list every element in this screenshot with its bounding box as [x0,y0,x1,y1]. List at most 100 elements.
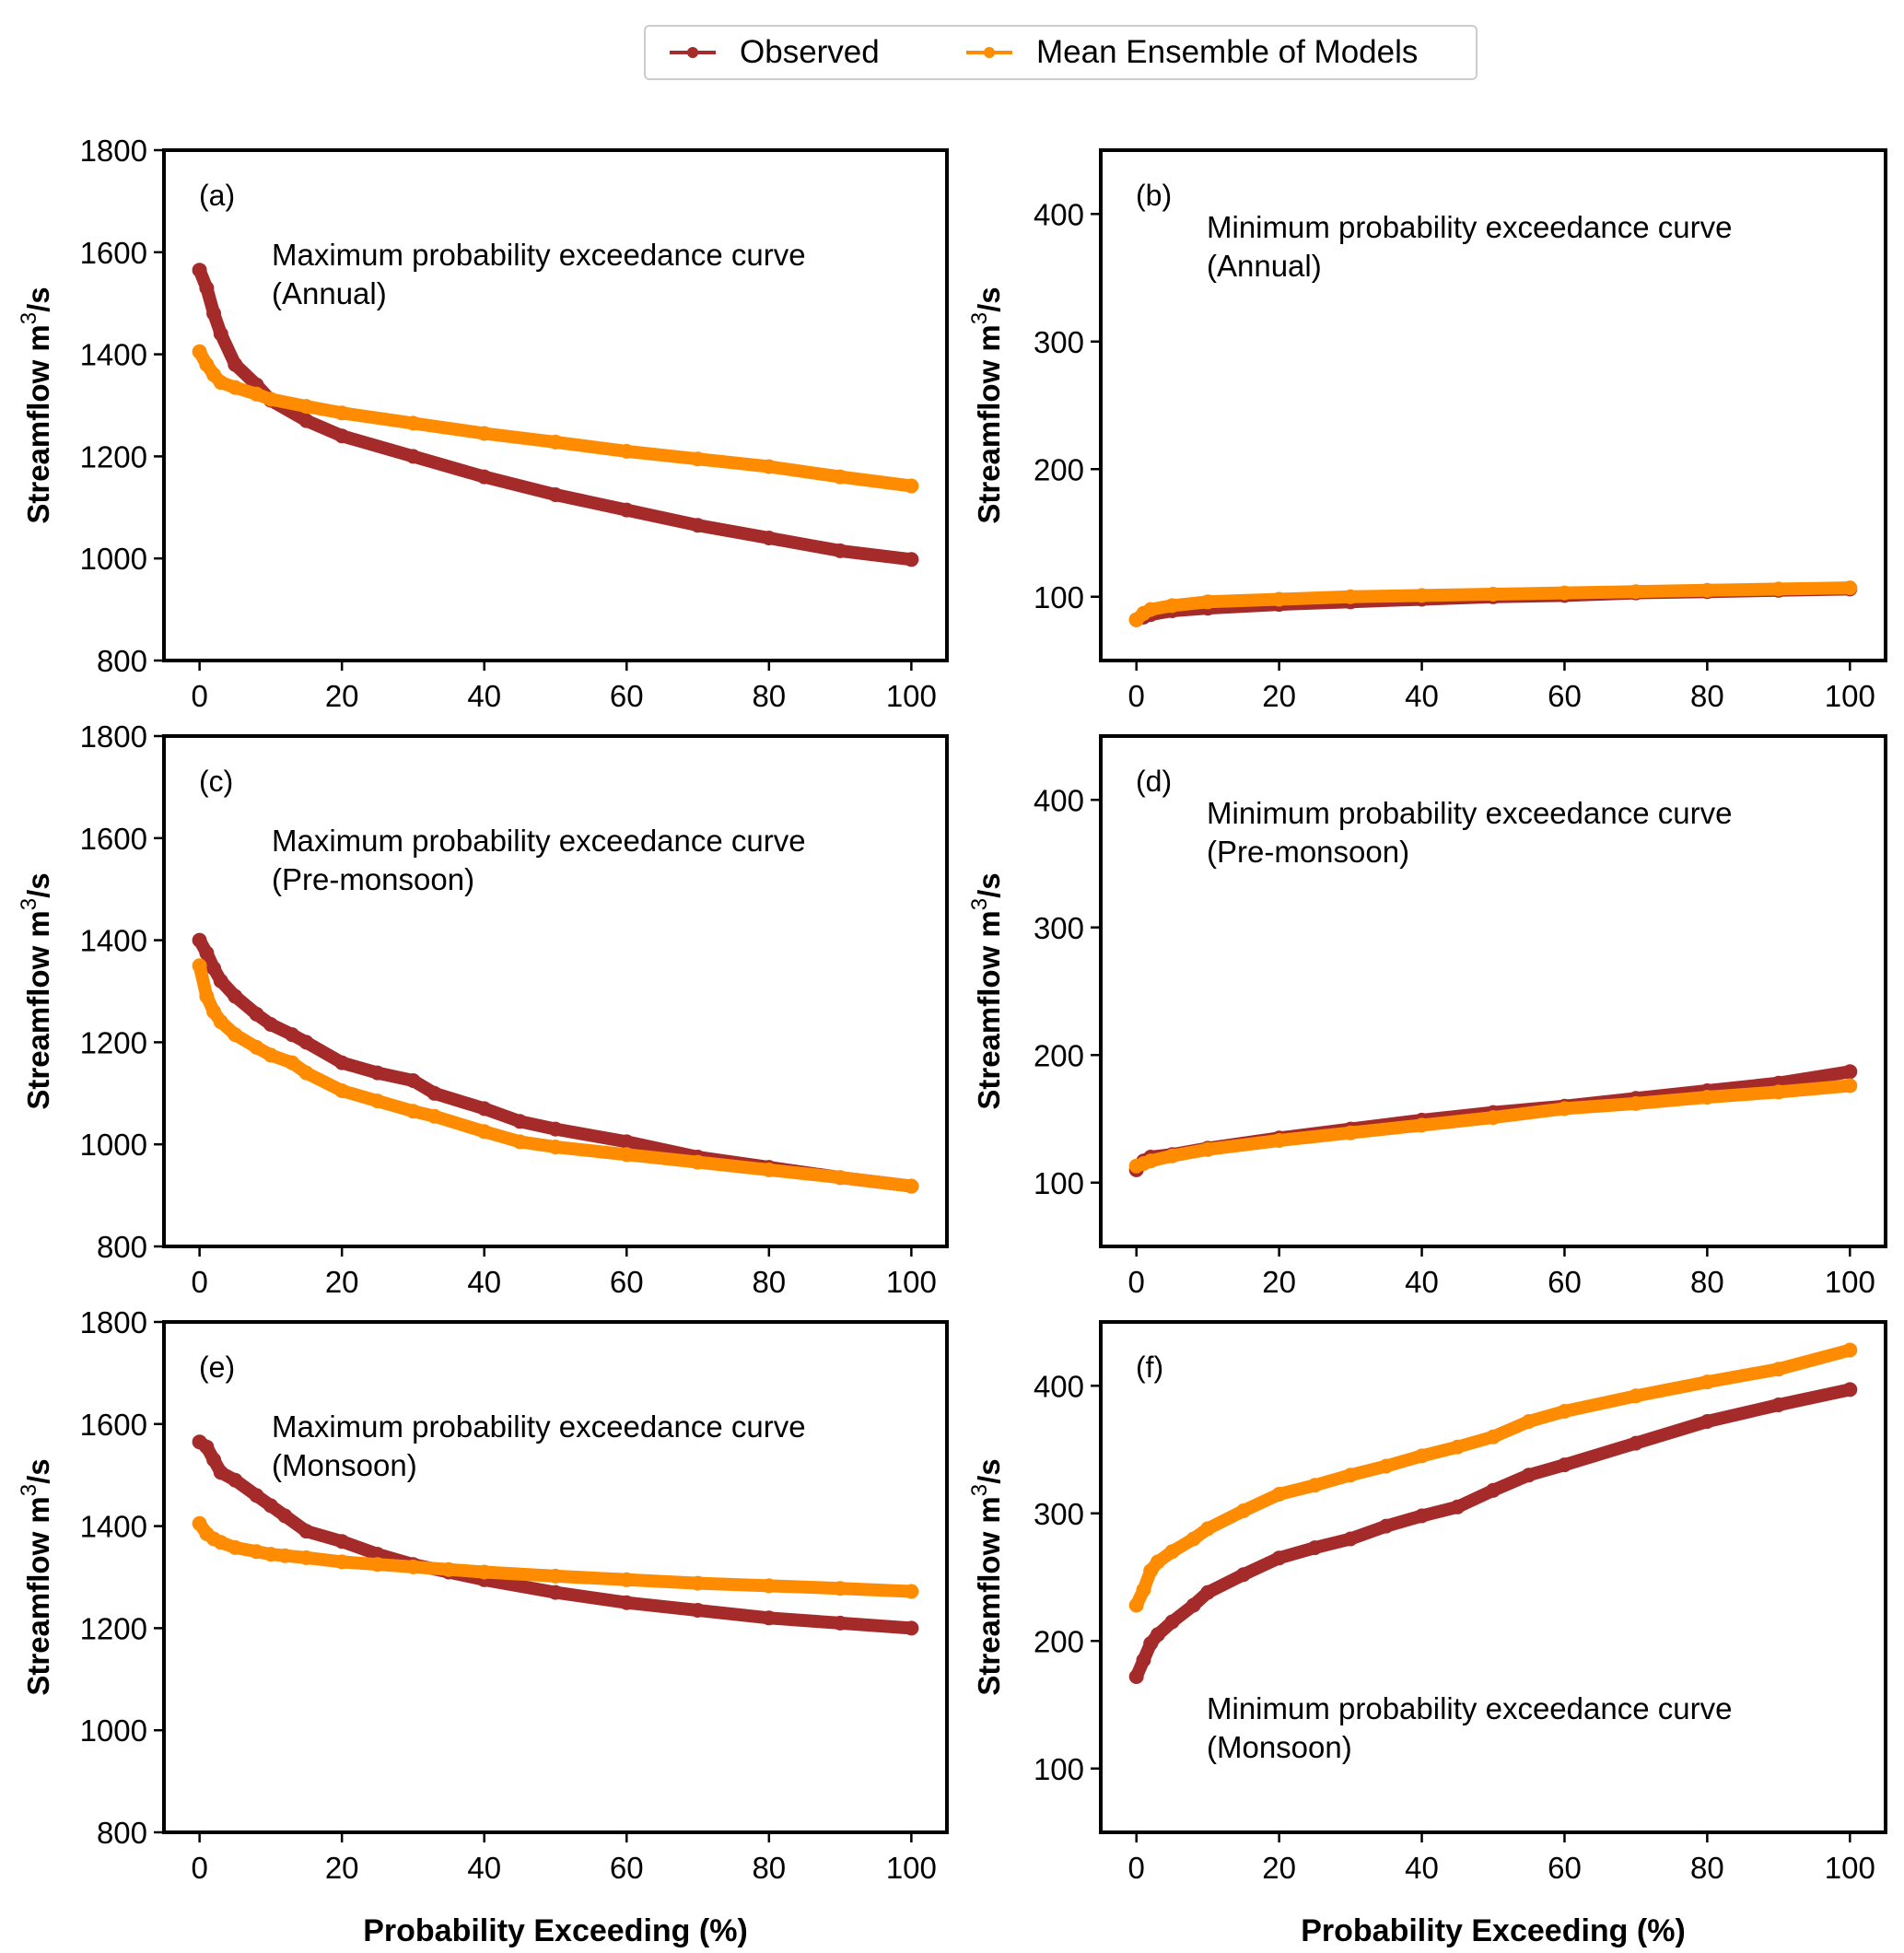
y-axis-label: Streamflow m3/s [17,872,55,1109]
y-tick-label: 1600 [80,1408,147,1442]
x-tick-label: 80 [752,1265,786,1299]
data-point-observed [206,306,222,322]
y-tick-label: 1800 [80,719,147,754]
data-point-observed [277,1508,293,1524]
data-point-models [619,1572,635,1587]
data-point-models [369,1093,385,1109]
data-point-models [1700,1090,1715,1105]
data-point-models [334,1554,350,1570]
data-point-models [1164,598,1180,614]
data-point-models [690,1575,706,1591]
y-tick-label: 1400 [80,338,147,372]
x-tick-label: 20 [325,679,359,713]
data-point-models [904,478,919,494]
data-point-models [1143,1153,1159,1169]
data-point-observed [1186,1597,1201,1613]
data-point-models [334,405,350,421]
y-axis-label: Streamflow m3/s [967,872,1006,1109]
data-point-observed [213,326,228,342]
data-point-observed [1770,1398,1786,1412]
x-tick-label: 0 [1128,1851,1145,1885]
x-tick-label: 80 [752,1851,786,1885]
legend-item-observed[interactable]: Observed [670,27,880,78]
x-tick-label: 60 [1548,1265,1582,1299]
data-point-models [213,1014,228,1030]
data-point-observed [369,1065,385,1081]
y-tick-label: 1800 [80,134,147,168]
panel-annotation: Minimum probability exceedance curve [1207,210,1732,244]
x-tick-label: 100 [1825,679,1875,713]
data-point-models [548,1140,563,1154]
x-tick-label: 80 [752,679,786,713]
data-point-models [1378,1458,1394,1474]
data-point-observed [213,1465,228,1480]
data-point-models [192,1515,207,1531]
y-tick-label: 1200 [80,1025,147,1059]
data-point-models [263,392,278,407]
data-point-models [1414,1448,1430,1464]
data-point-models [1414,1117,1430,1133]
data-point-observed [1136,1653,1151,1667]
x-tick-label: 40 [1405,679,1439,713]
data-point-models [199,988,215,1004]
x-tick-label: 20 [325,1265,359,1299]
data-point-models [192,958,207,974]
data-point-models [833,1581,848,1596]
data-point-models [476,426,492,441]
y-tick-label: 1000 [80,1128,147,1162]
data-point-observed [1164,1614,1180,1630]
x-tick-label: 20 [1262,679,1296,713]
x-tick-label: 40 [1405,1851,1439,1885]
data-point-models [1450,1439,1466,1455]
y-tick-label: 800 [97,1230,147,1264]
data-point-models [1307,1478,1323,1493]
panel-annotation: (Monsoon) [1207,1730,1352,1764]
data-point-observed [1151,1627,1165,1643]
panel-annotation: Maximum probability exceedance curve [272,1409,806,1444]
data-point-models [1700,582,1715,598]
data-point-models [1200,1141,1216,1157]
data-point-models [619,443,635,459]
panel-label: (e) [199,1351,235,1384]
y-tick-label: 200 [1034,1038,1084,1072]
x-tick-label: 60 [610,1265,644,1299]
x-tick-label: 60 [1548,679,1582,713]
x-axis-label: Probability Exceeding (%) [1301,1913,1686,1948]
x-tick-label: 20 [1262,1265,1296,1299]
data-point-observed [690,1603,706,1618]
panel-c: 0 20 40 60 80 100 800 1000 1200 1400 1600 1800 Strea… [17,719,949,1299]
data-point-observed [1414,1508,1430,1524]
data-point-observed [619,1595,635,1610]
y-tick-label: 300 [1034,325,1084,359]
panel-annotation: Minimum probability exceedance curve [1207,1691,1732,1725]
panel-annotation: (Annual) [1207,249,1322,283]
x-tick-label: 0 [191,1851,207,1885]
x-tick-label: 80 [1690,679,1724,713]
data-point-observed [249,1006,264,1022]
y-tick-label: 1600 [80,822,147,856]
data-point-models [512,1134,528,1150]
series-line-models [1129,1079,1857,1173]
plot-frame [1099,734,1887,1248]
data-point-models [1235,1503,1251,1518]
models-line-swatch-icon [966,47,1012,58]
data-point-models [1136,1582,1151,1597]
panel-annotation: (Monsoon) [272,1448,417,1482]
legend-item-models[interactable]: Mean Ensemble of Models [966,27,1418,78]
x-axis-label: Probability Exceeding (%) [363,1913,748,1948]
panel-label: (d) [1136,765,1172,798]
panel-label: (f) [1136,1351,1163,1384]
data-point-observed [833,1615,848,1631]
x-tick-label: 100 [886,1851,937,1885]
x-tick-label: 100 [1825,1265,1875,1299]
data-point-models [761,1578,777,1594]
x-tick-label: 60 [1548,1851,1582,1885]
data-point-models [405,1104,421,1119]
data-point-observed [761,1610,777,1626]
panel-annotation: (Pre-monsoon) [272,862,474,896]
panel-a: 0 20 40 60 80 100 800 1000 1200 1400 1600 1800 Strea… [17,134,949,713]
x-tick-label: 80 [1690,1851,1724,1885]
data-point-observed [405,1073,421,1088]
data-point-observed [206,1452,222,1468]
data-point-models [298,399,314,415]
